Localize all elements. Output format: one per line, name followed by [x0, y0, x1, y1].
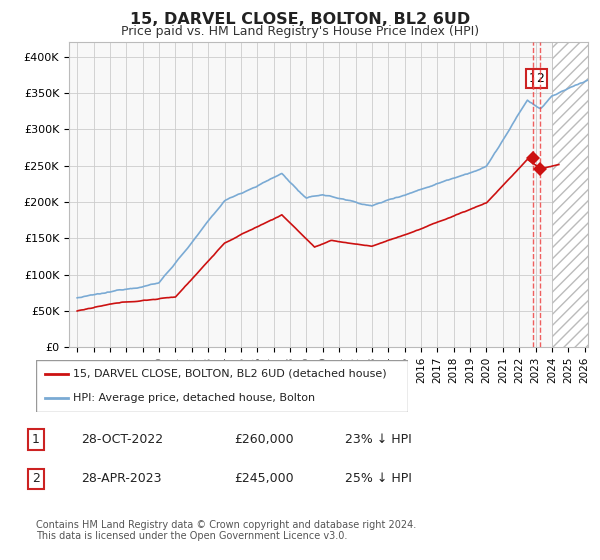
Text: 2: 2: [536, 72, 544, 85]
Text: 15, DARVEL CLOSE, BOLTON, BL2 6UD (detached house): 15, DARVEL CLOSE, BOLTON, BL2 6UD (detac…: [73, 369, 387, 379]
Text: £245,000: £245,000: [234, 472, 293, 486]
Text: 15, DARVEL CLOSE, BOLTON, BL2 6UD: 15, DARVEL CLOSE, BOLTON, BL2 6UD: [130, 12, 470, 27]
Text: 25% ↓ HPI: 25% ↓ HPI: [345, 472, 412, 486]
Text: 23% ↓ HPI: 23% ↓ HPI: [345, 433, 412, 446]
Text: 2: 2: [32, 472, 40, 486]
Bar: [552, 42, 588, 347]
Text: £260,000: £260,000: [234, 433, 293, 446]
Text: Price paid vs. HM Land Registry's House Price Index (HPI): Price paid vs. HM Land Registry's House …: [121, 25, 479, 38]
Text: 1: 1: [529, 72, 537, 85]
Text: 1: 1: [32, 433, 40, 446]
Text: 28-APR-2023: 28-APR-2023: [81, 472, 161, 486]
Text: HPI: Average price, detached house, Bolton: HPI: Average price, detached house, Bolt…: [73, 393, 316, 403]
Text: 28-OCT-2022: 28-OCT-2022: [81, 433, 163, 446]
Text: Contains HM Land Registry data © Crown copyright and database right 2024.
This d: Contains HM Land Registry data © Crown c…: [36, 520, 416, 542]
